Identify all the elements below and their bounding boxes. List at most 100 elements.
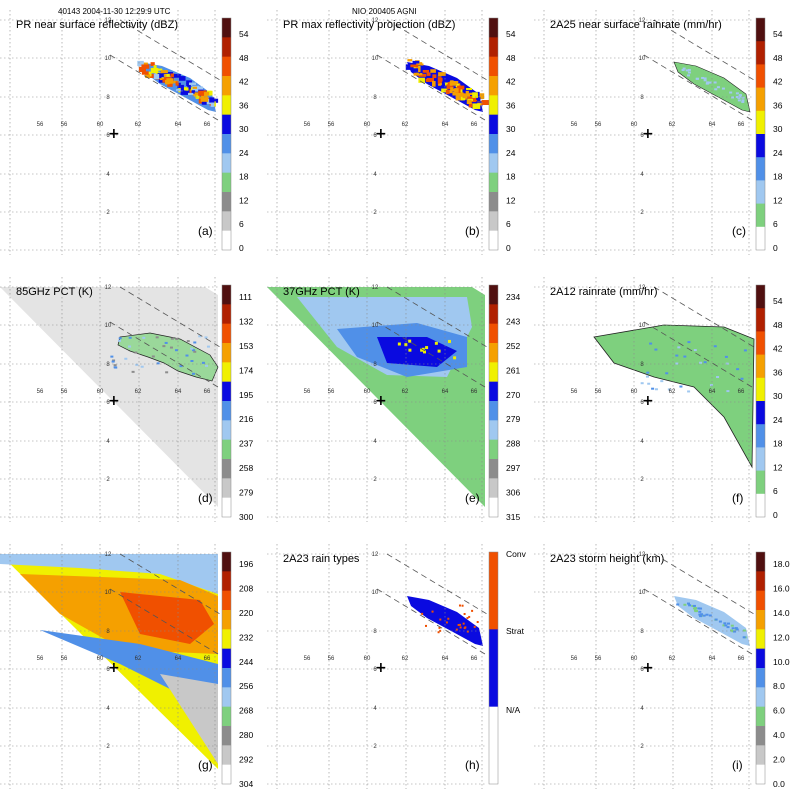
swath-boundary xyxy=(643,553,755,655)
colorbar-segment xyxy=(489,76,498,96)
panel-i-plot: +56 56 60 62 64 661210864218.016.014.012.010.… xyxy=(534,544,790,789)
lon-label: 56 xyxy=(304,389,311,395)
colorbar-tick-label: 36 xyxy=(773,367,783,377)
colorbar-tick-label: 2.0 xyxy=(773,755,785,765)
lat-label: 6 xyxy=(640,133,644,139)
colorbar-tick-label: 0 xyxy=(773,243,778,253)
lon-label: 66 xyxy=(471,656,478,662)
lat-label: 8 xyxy=(640,629,644,635)
colorbar-tick-label: 279 xyxy=(506,414,520,424)
colorbar-segment xyxy=(489,56,498,77)
colorbar-tick-label: 261 xyxy=(506,365,520,375)
colorbar-segment xyxy=(756,226,765,251)
panel-e: +56 56 60 62 64 66 12 10 8 6 4 2 234 243 252 261 270 279 2… xyxy=(267,267,533,533)
lat-label: 4 xyxy=(106,172,110,178)
panel-d: +56 56 60 62 64 66 12 10 8 6 4 2 111 132 153 174 195 216 2… xyxy=(0,267,266,533)
colorbar-segment xyxy=(222,610,231,630)
colorbar-tick-label: 48 xyxy=(773,320,783,330)
storm-center-marker: + xyxy=(108,660,120,676)
lat-label: 12 xyxy=(639,18,646,24)
colorbar-tick-label: 234 xyxy=(506,292,520,302)
colorbar-segment xyxy=(222,192,231,212)
lon-label: 64 xyxy=(709,656,716,662)
lon-label: 64 xyxy=(175,389,182,395)
colorbar-tick-label: 132 xyxy=(239,316,253,326)
lon-label: 66 xyxy=(204,389,211,395)
colorbar-tick-label: N/A xyxy=(506,705,521,715)
colorbar-tick-label: 268 xyxy=(239,706,253,716)
colorbar-tick-label: 6 xyxy=(773,486,778,496)
colorbar-segment xyxy=(489,153,498,174)
colorbar-tick-label: 24 xyxy=(239,148,249,158)
colorbar-segment xyxy=(489,37,498,58)
colorbar-tick-label: 0 xyxy=(773,510,778,520)
lon-label: 56 xyxy=(595,389,602,395)
lat-label: 4 xyxy=(373,706,377,712)
colorbar-tick-label: 42 xyxy=(239,77,249,87)
colorbar-tick-label: 243 xyxy=(506,316,520,326)
swath-boundary xyxy=(109,286,221,388)
colorbar-segment xyxy=(222,401,231,421)
panel-c-grid xyxy=(534,10,754,255)
lat-label: 8 xyxy=(373,95,377,101)
colorbar-segment xyxy=(222,478,231,499)
lon-label: 60 xyxy=(631,389,638,395)
lon-label: 60 xyxy=(97,389,104,395)
colorbar-segment xyxy=(756,203,765,228)
colorbar-segment xyxy=(756,401,765,425)
lon-label: 56 xyxy=(595,656,602,662)
lon-label: 64 xyxy=(442,389,449,395)
colorbar-segment xyxy=(756,87,765,112)
panel-i: +56 56 60 62 64 66 12 10 8 6 4 2 18.0 16.0 14.0 12.0 10.… xyxy=(534,534,800,800)
colorbar-tick-label: 174 xyxy=(239,365,253,375)
colorbar-segment xyxy=(222,590,231,611)
panel-b-colorbar: 0 6 12 18 24 30 36 42 48 54 xyxy=(488,17,516,253)
colorbar-segment xyxy=(222,687,231,708)
colorbar-tick-label: 288 xyxy=(506,439,520,449)
colorbar-tick-label: Conv xyxy=(506,549,527,559)
panel-e-plot: +56 56 60 62 64 66121086422342432522612702792… xyxy=(267,277,520,522)
colorbar-tick-label: 42 xyxy=(773,344,783,354)
colorbar-tick-label: 4.0 xyxy=(773,730,785,740)
colorbar-tick-label: 18 xyxy=(506,172,516,182)
colorbar-segment xyxy=(489,439,498,460)
colorbar-segment xyxy=(756,706,765,727)
lat-label: 2 xyxy=(106,744,110,750)
colorbar-segment xyxy=(756,447,765,472)
colorbar-segment xyxy=(222,153,231,174)
colorbar-segment xyxy=(756,590,765,611)
panel-e-label: (e) xyxy=(465,491,480,505)
colorbar-segment xyxy=(756,687,765,708)
lat-label: 12 xyxy=(105,18,112,24)
lat-label: 8 xyxy=(373,629,377,635)
lon-label: 64 xyxy=(175,122,182,128)
colorbar-tick-label: 30 xyxy=(239,124,249,134)
colorbar-segment xyxy=(756,331,765,356)
swath-boundary xyxy=(643,19,755,121)
colorbar-segment xyxy=(756,470,765,495)
storm-center-marker: + xyxy=(375,126,387,142)
lat-label: 4 xyxy=(373,172,377,178)
lon-label: 56 xyxy=(328,656,335,662)
swath-boundary xyxy=(376,553,488,655)
colorbar-segment xyxy=(756,354,765,379)
lon-label: 62 xyxy=(135,656,142,662)
colorbar-segment xyxy=(222,56,231,77)
swath-boundary xyxy=(643,286,755,388)
colorbar-tick-label: 12.0 xyxy=(773,632,790,642)
lon-label: 60 xyxy=(631,656,638,662)
panel-f-label: (f) xyxy=(732,491,744,505)
panel-g-label: (g) xyxy=(198,758,213,772)
panel-a-grid xyxy=(0,10,220,255)
lon-label: 66 xyxy=(738,122,745,128)
colorbar-tick-label: 256 xyxy=(239,681,253,691)
lon-label: 56 xyxy=(328,122,335,128)
lon-label: 56 xyxy=(304,656,311,662)
colorbar-segment xyxy=(222,439,231,460)
colorbar-segment xyxy=(489,401,498,421)
colorbar-segment xyxy=(756,668,765,688)
colorbar-tick-label: 18 xyxy=(773,439,783,449)
colorbar-segment xyxy=(489,497,498,518)
colorbar-segment xyxy=(756,424,765,448)
